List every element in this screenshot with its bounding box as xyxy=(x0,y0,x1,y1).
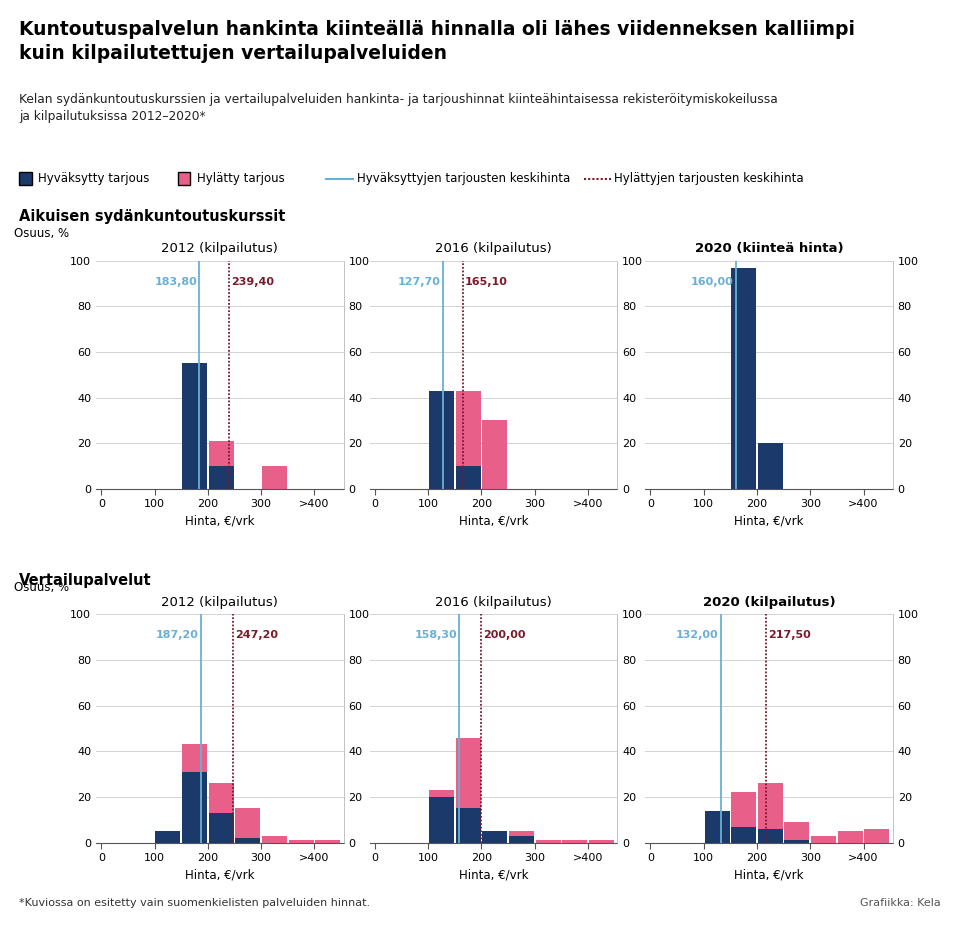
Bar xyxy=(757,783,782,843)
Text: *Kuviossa on esitetty vain suomenkielisten palveluiden hinnat.: *Kuviossa on esitetty vain suomenkielist… xyxy=(19,897,371,908)
Text: 247,20: 247,20 xyxy=(235,630,278,641)
Text: Osuus, %: Osuus, % xyxy=(14,581,69,594)
Bar xyxy=(208,813,233,843)
Bar xyxy=(732,792,756,843)
X-axis label: Hinta, €/vrk: Hinta, €/vrk xyxy=(185,515,254,528)
Bar xyxy=(262,836,287,843)
Bar xyxy=(235,838,260,843)
Text: 127,70: 127,70 xyxy=(398,277,441,287)
Bar xyxy=(811,836,836,843)
Bar xyxy=(429,391,454,489)
Title: 2020 (kilpailutus): 2020 (kilpailutus) xyxy=(703,596,835,609)
Bar xyxy=(784,841,809,843)
Text: 217,50: 217,50 xyxy=(768,630,811,641)
Bar xyxy=(732,267,756,489)
Bar xyxy=(588,841,613,843)
Bar xyxy=(838,831,863,843)
Text: Vertailupalvelut: Vertailupalvelut xyxy=(19,573,152,587)
X-axis label: Hinta, €/vrk: Hinta, €/vrk xyxy=(734,515,804,528)
Bar xyxy=(429,432,454,489)
Bar xyxy=(456,737,481,843)
Bar xyxy=(732,827,756,843)
Title: 2016 (kilpailutus): 2016 (kilpailutus) xyxy=(435,596,552,609)
Text: Osuus, %: Osuus, % xyxy=(14,227,69,240)
Text: Hyväksyttyjen tarjousten keskihinta: Hyväksyttyjen tarjousten keskihinta xyxy=(357,172,570,185)
Bar xyxy=(456,808,481,843)
Bar xyxy=(784,822,809,843)
Bar xyxy=(482,831,507,843)
Bar xyxy=(429,790,454,843)
Text: 132,00: 132,00 xyxy=(676,630,719,641)
Bar xyxy=(563,841,588,843)
Text: Hyväksytty tarjous: Hyväksytty tarjous xyxy=(38,172,150,185)
Bar xyxy=(429,797,454,843)
Title: 2016 (kilpailutus): 2016 (kilpailutus) xyxy=(435,242,552,255)
Text: Aikuisen sydänkuntoutuskurssit: Aikuisen sydänkuntoutuskurssit xyxy=(19,209,285,224)
Bar xyxy=(757,829,782,843)
Bar xyxy=(536,841,561,843)
Bar xyxy=(482,421,507,489)
Bar xyxy=(208,783,233,843)
Text: 183,80: 183,80 xyxy=(155,277,197,287)
Bar xyxy=(315,841,340,843)
Title: 2012 (kilpailutus): 2012 (kilpailutus) xyxy=(161,242,278,255)
Bar xyxy=(182,466,207,489)
Text: 160,00: 160,00 xyxy=(691,277,733,287)
Text: Hylätty tarjous: Hylätty tarjous xyxy=(197,172,284,185)
Text: 187,20: 187,20 xyxy=(156,630,199,641)
X-axis label: Hinta, €/vrk: Hinta, €/vrk xyxy=(185,869,254,882)
Bar xyxy=(208,466,233,489)
Text: Kuntoutuspalvelun hankinta kiinteällä hinnalla oli lähes viidenneksen kalliimpi
: Kuntoutuspalvelun hankinta kiinteällä hi… xyxy=(19,20,855,63)
Title: 2012 (kilpailutus): 2012 (kilpailutus) xyxy=(161,596,278,609)
Bar xyxy=(705,811,730,843)
Bar xyxy=(235,808,260,843)
Bar xyxy=(182,363,207,489)
Text: Grafiikka: Kela: Grafiikka: Kela xyxy=(860,897,941,908)
Text: 200,00: 200,00 xyxy=(484,630,526,641)
X-axis label: Hinta, €/vrk: Hinta, €/vrk xyxy=(459,515,528,528)
Title: 2020 (kiinteä hinta): 2020 (kiinteä hinta) xyxy=(695,242,843,255)
X-axis label: Hinta, €/vrk: Hinta, €/vrk xyxy=(734,869,804,882)
Bar xyxy=(509,836,534,843)
Bar xyxy=(156,831,180,843)
Bar xyxy=(182,745,207,843)
Bar xyxy=(482,831,507,843)
Bar xyxy=(757,443,782,489)
Text: 165,10: 165,10 xyxy=(465,277,508,287)
Bar xyxy=(208,441,233,489)
Bar xyxy=(156,841,180,843)
Text: Kelan sydänkuntoutuskurssien ja vertailupalveluiden hankinta- ja tarjoushinnat k: Kelan sydänkuntoutuskurssien ja vertailu… xyxy=(19,93,778,123)
Bar xyxy=(182,772,207,843)
Text: 158,30: 158,30 xyxy=(415,630,457,641)
X-axis label: Hinta, €/vrk: Hinta, €/vrk xyxy=(459,869,528,882)
Bar xyxy=(289,841,314,843)
Bar xyxy=(509,831,534,843)
Text: Hylättyjen tarjousten keskihinta: Hylättyjen tarjousten keskihinta xyxy=(614,172,804,185)
Bar xyxy=(262,466,287,489)
Bar xyxy=(456,466,481,489)
Text: 239,40: 239,40 xyxy=(231,277,274,287)
Bar xyxy=(864,829,889,843)
Bar xyxy=(456,391,481,489)
